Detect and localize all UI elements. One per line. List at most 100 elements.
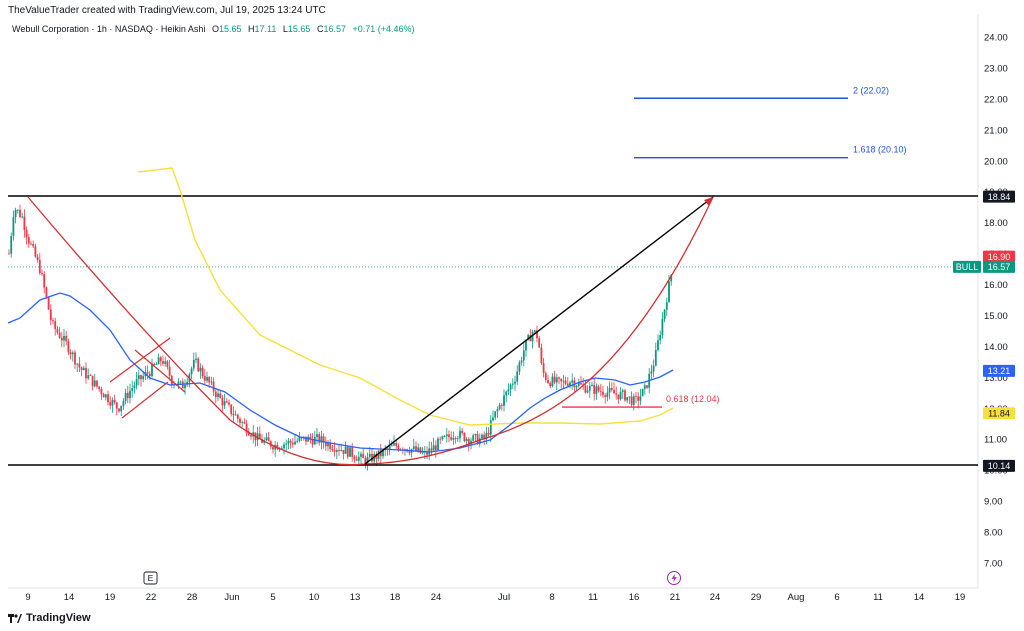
candle-body [654,349,657,366]
candle-body [637,396,640,401]
legend-h-label: H [248,24,255,34]
price-tick-label: 16.00 [984,280,1008,291]
candle-body [492,417,494,421]
price-label-box [983,364,1015,377]
candle-body [137,375,140,380]
candle-body [67,341,70,353]
price-label-text: 18.84 [988,192,1011,202]
tradingview-brand: TradingView [26,612,91,624]
candle-body [49,309,52,321]
candle-body [456,438,459,440]
candle-body [21,216,24,218]
candle-body [538,338,541,348]
candle-body [30,243,32,245]
candle-body [445,434,448,437]
candle-body [518,362,521,372]
candle-body [283,444,285,449]
candle-body [613,389,615,394]
candle-body [349,447,351,457]
drawings: 2 (22.02) 1.618 (20.10) 0.618 (12.04) [7,85,978,466]
candle-body [111,399,114,406]
candle-body [210,381,213,383]
candle-body [19,209,21,218]
legend-low: 15.65 [287,24,311,34]
candle-body [285,443,288,445]
candle-body [525,339,527,351]
candle-body [639,396,642,401]
candle-body [250,435,252,437]
price-tick-label: 8.00 [984,528,1003,539]
candle-body [368,453,371,458]
candle-body [212,381,215,392]
candle-body [318,434,321,443]
candle-body [599,390,602,392]
candle-body [280,448,283,449]
candle-body [85,367,87,379]
candle-body [162,361,164,364]
candle-body [375,453,378,459]
time-tick-label: 6 [834,592,839,603]
price-tick-label: 13.00 [984,373,1008,384]
candle-body [379,450,382,457]
price-axis[interactable]: 24.0023.0022.0021.0020.0019.0018.0017.00… [953,33,1015,570]
candle-body [206,377,208,381]
candle-body [465,438,468,441]
candle-body [327,442,329,447]
candle-body [313,437,316,445]
candle-body [47,297,50,310]
grid [8,14,979,589]
candle-body [670,275,673,282]
candle-body [234,414,237,416]
candle-body [544,373,547,380]
price-label-box [983,459,1015,472]
candle-body [553,376,556,383]
channel-line [121,381,169,419]
legend-symbol: Webull Corporation · 1h · NASDAQ · Heiki… [12,24,206,34]
candle-body [520,360,523,363]
tradingview-logo[interactable]: TradingView [8,612,91,624]
candle-body [564,380,567,384]
candle-body [140,375,142,380]
candle-body [258,433,261,440]
candle-body [362,453,365,459]
candle-body [217,393,219,398]
candle-body [626,397,629,401]
candle-body [298,437,301,441]
price-tick-label: 7.00 [984,558,1003,569]
time-tick-label: 8 [549,592,554,603]
candle-body [305,436,307,442]
candle-body [294,441,296,445]
candle-body [470,440,472,445]
candle-body [335,449,338,452]
candle-body [164,361,167,364]
candle-body [496,409,499,412]
price-tag-box [953,260,981,273]
time-tick-label: 22 [146,592,157,603]
candle-body [560,378,563,382]
candle-body [228,402,230,405]
candle-body [432,445,435,451]
candle-body [302,436,305,438]
candle-body [549,383,552,387]
price-tick-label: 11.00 [984,435,1007,446]
candle-body [241,422,244,423]
fib-level-label: 1.618 (20.10) [853,145,907,155]
legend-o-label: O [211,24,219,34]
candle-body [287,440,290,444]
candle-body [615,393,618,395]
candle-body [120,405,123,412]
candle-body [142,376,145,380]
price-label-text: 13.21 [988,366,1011,376]
candle-body [650,371,653,374]
time-tick-label: 11 [588,592,598,603]
candle-body [69,352,72,355]
time-tick-label: 9 [25,592,30,603]
candle-body [148,373,151,377]
candle-body [580,382,582,385]
candle-body [551,376,554,387]
candle-body [635,396,637,397]
time-axis[interactable]: 9 14 19 22 28 Jun 5 10 13 18 24 Jul 8 11 16 21 24 29 Aug 6 1… [25,571,965,604]
time-tick-label: 5 [270,592,275,603]
candle-body [558,377,560,379]
